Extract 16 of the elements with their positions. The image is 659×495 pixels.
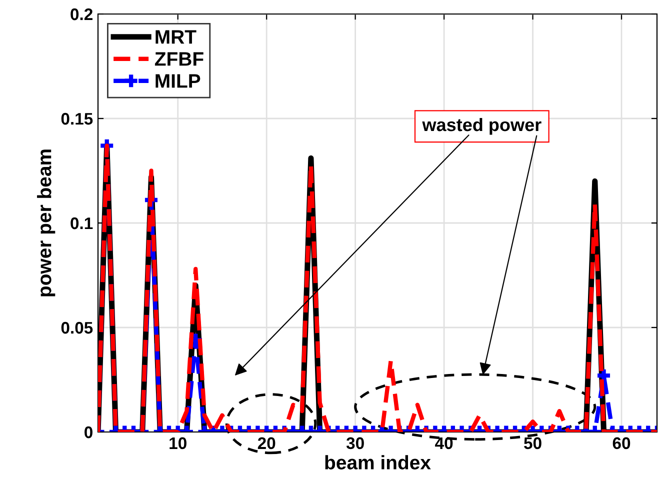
y-tick-label: 0.1 (70, 217, 93, 230)
y-tick-label: 0.2 (70, 8, 92, 20)
x-tick-label: 60 (612, 437, 630, 450)
annotation: wasted power (422, 118, 542, 135)
y-axis-title: power per beam (37, 150, 56, 296)
x-tick-label: 50 (524, 437, 542, 450)
y-tick-label: 0.05 (61, 322, 93, 334)
legend-label: MILP (156, 74, 200, 88)
x-tick-label: 10 (170, 437, 186, 450)
legend-label: ZFBF (154, 52, 204, 66)
x-axis-title: beam index (325, 455, 431, 470)
x-tick-label: 30 (346, 437, 364, 450)
x-tick-label: 20 (258, 437, 276, 450)
y-tick-label: 0.15 (61, 112, 93, 125)
legend-label: MRT (156, 30, 196, 44)
y-tick-label: 0 (84, 426, 92, 438)
